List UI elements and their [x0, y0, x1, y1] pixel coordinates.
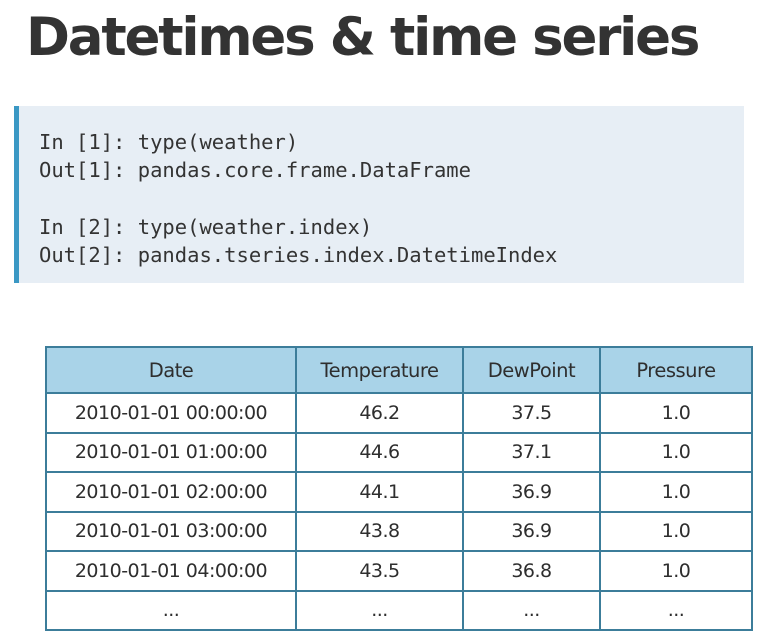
cell-temperature: 46.2	[295, 392, 464, 434]
table-row: 2010-01-01 01:00:00 44.6 37.1 1.0	[45, 431, 753, 473]
cell-temperature: 44.1	[295, 471, 464, 513]
cell-date: 2010-01-01 01:00:00	[45, 431, 297, 473]
code-input-line: In [2]: type(weather.index)	[39, 215, 373, 239]
code-block: In [1]: type(weather) Out[1]: pandas.cor…	[14, 106, 744, 283]
cell-date: 2010-01-01 03:00:00	[45, 510, 297, 552]
column-header-temperature: Temperature	[295, 346, 464, 394]
code-cell-1: In [1]: type(weather) Out[1]: pandas.cor…	[39, 128, 744, 184]
cell-date: 2010-01-01 00:00:00	[45, 392, 297, 434]
cell-dewpoint: 37.1	[462, 431, 601, 473]
cell-dewpoint: 36.8	[462, 550, 601, 592]
cell-temperature: 43.8	[295, 510, 464, 552]
code-input-line: In [1]: type(weather)	[39, 130, 299, 154]
cell-date: 2010-01-01 02:00:00	[45, 471, 297, 513]
cell-temperature: 43.5	[295, 550, 464, 592]
column-header-dewpoint: DewPoint	[462, 346, 601, 394]
column-header-pressure: Pressure	[599, 346, 753, 394]
cell-dewpoint: 37.5	[462, 392, 601, 434]
table-row: 2010-01-01 04:00:00 43.5 36.8 1.0	[45, 550, 753, 592]
table-row: 2010-01-01 00:00:00 46.2 37.5 1.0	[45, 392, 753, 434]
cell-pressure: ...	[599, 589, 753, 631]
cell-pressure: 1.0	[599, 550, 753, 592]
table-row: 2010-01-01 03:00:00 43.8 36.9 1.0	[45, 510, 753, 552]
weather-table: Date Temperature DewPoint Pressure 2010-…	[45, 346, 753, 631]
table-row: 2010-01-01 02:00:00 44.1 36.9 1.0	[45, 471, 753, 513]
code-output-line: Out[1]: pandas.core.frame.DataFrame	[39, 158, 471, 182]
code-output-line: Out[2]: pandas.tseries.index.DatetimeInd…	[39, 243, 558, 267]
cell-dewpoint: ...	[462, 589, 601, 631]
table-header-row: Date Temperature DewPoint Pressure	[45, 346, 753, 394]
page-title: Datetimes & time series	[26, 7, 700, 68]
cell-date: 2010-01-01 04:00:00	[45, 550, 297, 592]
column-header-date: Date	[45, 346, 297, 394]
cell-pressure: 1.0	[599, 471, 753, 513]
cell-dewpoint: 36.9	[462, 510, 601, 552]
cell-dewpoint: 36.9	[462, 471, 601, 513]
cell-temperature: 44.6	[295, 431, 464, 473]
cell-pressure: 1.0	[599, 510, 753, 552]
cell-pressure: 1.0	[599, 392, 753, 434]
cell-temperature: ...	[295, 589, 464, 631]
cell-date: ...	[45, 589, 297, 631]
code-cell-2: In [2]: type(weather.index) Out[2]: pand…	[39, 213, 744, 269]
cell-pressure: 1.0	[599, 431, 753, 473]
table-row-ellipsis: ... ... ... ...	[45, 589, 753, 631]
